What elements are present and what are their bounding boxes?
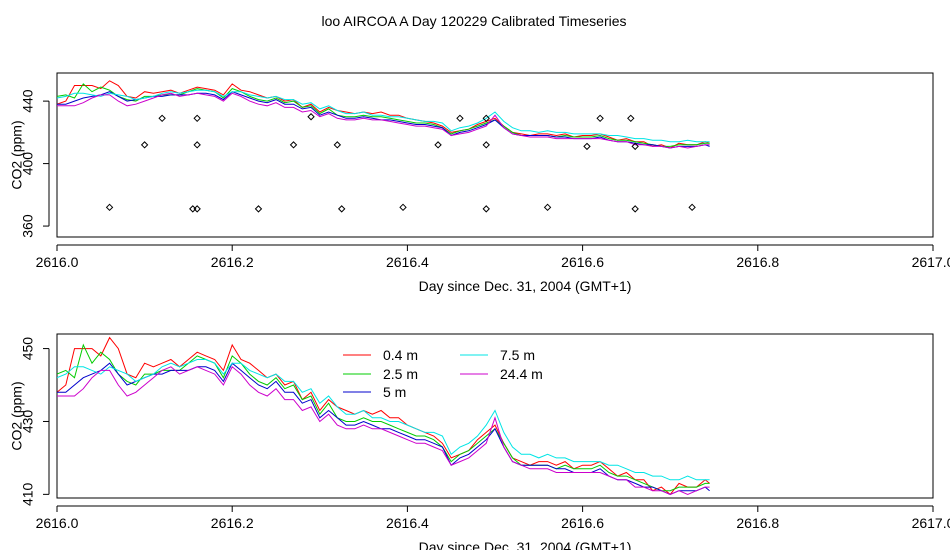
bottom-series-line-4 — [57, 366, 710, 495]
top-diamond-point — [434, 141, 442, 149]
top-diamond-point — [337, 205, 346, 213]
top-series-line-0 — [57, 80, 710, 149]
bottom-series-line-2 — [57, 362, 710, 495]
bottom-x-tick-label: 2616.8 — [736, 515, 779, 531]
top-diamond-point — [456, 114, 464, 123]
top-diamond-point — [583, 142, 591, 151]
bottom-y-axis-label: CO2 (ppm) — [9, 381, 25, 450]
top-diamond-point — [158, 114, 166, 123]
bottom-series-line-1 — [57, 343, 710, 492]
top-y-axis-label: CO2 (ppm) — [9, 120, 25, 189]
top-diamond-point — [631, 142, 639, 151]
legend-label-4: 24.4 m — [500, 366, 543, 382]
top-y-tick-label: 360 — [20, 214, 36, 238]
top-series-line-3 — [57, 89, 710, 143]
top-diamond-point — [543, 203, 552, 212]
bottom-x-tick-label: 2616.0 — [36, 515, 79, 531]
top-diamond-point — [307, 113, 315, 121]
legend-label-2: 5 m — [383, 384, 406, 400]
top-diamond-point — [193, 205, 201, 213]
top-diamond-point — [189, 205, 197, 213]
bottom-y-tick-label: 430 — [20, 410, 36, 434]
top-plot-frame — [56, 72, 934, 238]
bottom-x-axis-label: Day since Dec. 31, 2004 (GMT+1) — [419, 539, 632, 550]
top-diamond-point — [482, 114, 490, 123]
top-x-tick-label: 2616.2 — [211, 254, 254, 270]
bottom-series-line-3 — [57, 359, 710, 481]
bottom-plot-frame — [56, 333, 934, 499]
top-x-tick-label: 2617.0 — [912, 254, 950, 270]
top-x-tick-label: 2616.8 — [736, 254, 779, 270]
bottom-x-tick-label: 2617.0 — [912, 515, 950, 531]
top-diamond-point — [596, 114, 604, 123]
legend-label-1: 2.5 m — [383, 366, 418, 382]
top-diamond-point — [482, 141, 490, 149]
top-x-tick-label: 2616.6 — [561, 254, 604, 270]
top-series-line-1 — [57, 83, 710, 147]
top-diamond-point — [399, 203, 407, 212]
top-diamond-point — [333, 141, 342, 149]
legend-label-0: 0.4 m — [383, 347, 418, 363]
bottom-x-tick-label: 2616.6 — [561, 515, 604, 531]
bottom-series-line-0 — [57, 336, 710, 496]
bottom-x-tick-label: 2616.2 — [211, 515, 254, 531]
top-diamond-point — [254, 205, 263, 213]
top-y-tick-label: 400 — [20, 152, 36, 176]
legend-label-3: 7.5 m — [500, 347, 535, 363]
top-diamond-point — [688, 203, 696, 212]
top-diamond-point — [193, 114, 201, 123]
top-diamond-point — [140, 141, 149, 149]
top-x-tick-label: 2616.4 — [386, 254, 429, 270]
top-series-line-4 — [57, 92, 710, 149]
top-series-line-2 — [57, 91, 710, 149]
bottom-x-tick-label: 2616.4 — [386, 515, 429, 531]
top-y-tick-label: 440 — [20, 89, 36, 113]
top-diamond-point — [627, 114, 635, 123]
top-panel: 2616.0 2616.2 2616.4 2616.6 2616.8 2617.0 Day … — [9, 72, 950, 294]
bottom-panel: 2616.0 2616.2 2616.4 2616.6 2616.8 2617.0 Day … — [9, 333, 950, 550]
top-diamond-point — [482, 205, 490, 213]
figure-title: loo AIRCOA A Day 120229 Calibrated Times… — [321, 13, 626, 29]
top-diamond-point — [193, 141, 201, 149]
top-diamond-point — [105, 203, 114, 212]
top-diamond-point — [289, 141, 298, 149]
bottom-y-tick-label: 450 — [20, 337, 36, 361]
top-x-tick-label: 2616.0 — [36, 254, 79, 270]
top-diamond-point — [631, 205, 639, 213]
bottom-y-tick-label: 410 — [20, 482, 36, 506]
top-x-axis-label: Day since Dec. 31, 2004 (GMT+1) — [419, 278, 632, 294]
